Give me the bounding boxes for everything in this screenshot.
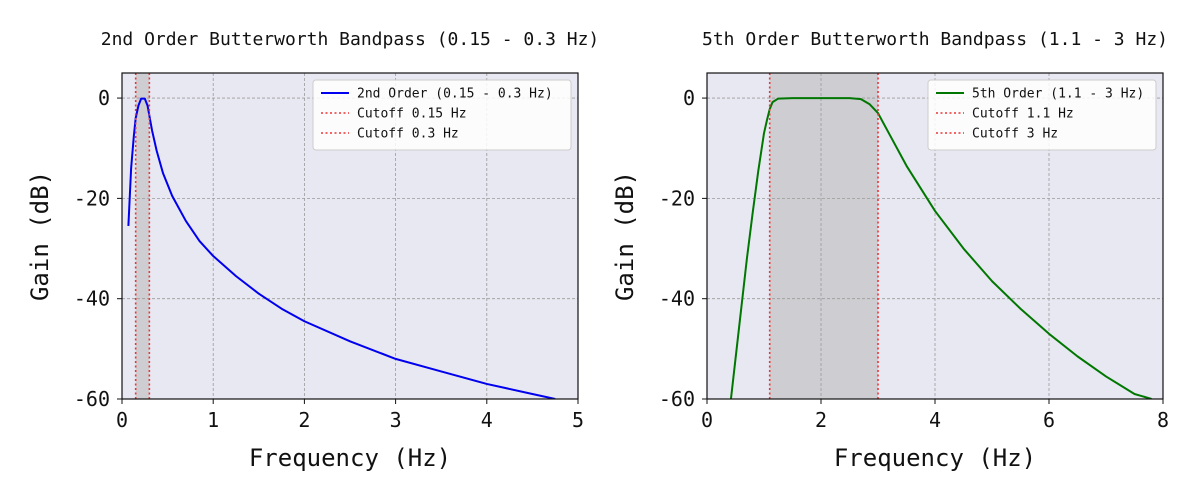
plot-frame <box>121 72 579 400</box>
legend-label: Cutoff 0.15 Hz <box>357 107 467 122</box>
legend-label: Cutoff 0.3 Hz <box>357 127 459 142</box>
y-tick-label: -60 <box>74 387 110 411</box>
x-axis-label: Frequency (Hz) <box>249 444 451 472</box>
x-tick-label: 4 <box>929 408 941 432</box>
y-tick-label: -60 <box>659 387 695 411</box>
y-axis-label: Gain (dB) <box>611 171 639 301</box>
x-tick-label: 6 <box>1043 408 1055 432</box>
y-tick-label: -20 <box>74 186 110 210</box>
chart-1: 0 1 2 3 4 5 0 -20 -40 -60 2nd Order Butterworth Ba… <box>26 29 599 472</box>
legend-box <box>927 79 1157 151</box>
x-tick-label: 1 <box>207 408 219 432</box>
y-axis-label: Gain (dB) <box>26 171 54 301</box>
x-tick-label: 3 <box>390 408 402 432</box>
y-tick-label: -40 <box>659 287 695 311</box>
passband-shading <box>135 73 150 399</box>
x-axis-label: Frequency (Hz) <box>834 444 1036 472</box>
legend-label: 2nd Order (0.15 - 0.3 Hz) <box>357 87 553 102</box>
chart-2: 0 2 4 6 8 0 -20 -40 -60 5th Order Butterworth Ban… <box>611 29 1169 472</box>
x-tick-label: 0 <box>116 408 128 432</box>
legend: 5th Order (1.1 - 3 Hz) Cutoff 1.1 Hz Cutof… <box>927 79 1157 151</box>
series-line <box>127 97 556 399</box>
chart-title: 2nd Order Butterworth Bandpass (0.15 - 0… <box>101 29 600 50</box>
x-tick-label: 5 <box>572 408 584 432</box>
legend: 2nd Order (0.15 - 0.3 Hz) Cutoff 0.15 Hz C… <box>312 79 572 151</box>
y-tick-label: -20 <box>659 186 695 210</box>
y-tick-label: 0 <box>98 86 110 110</box>
y-tick-label: -40 <box>74 287 110 311</box>
passband-shading <box>769 73 878 399</box>
chart-title: 5th Order Butterworth Bandpass (1.1 - 3 … <box>702 29 1168 50</box>
x-tick-label: 2 <box>298 408 310 432</box>
legend-label: 5th Order (1.1 - 3 Hz) <box>972 87 1144 102</box>
series-line <box>729 97 1152 399</box>
legend-label: Cutoff 1.1 Hz <box>972 107 1074 122</box>
x-tick-label: 0 <box>701 408 713 432</box>
x-tick-label: 8 <box>1157 408 1169 432</box>
y-tick-label: 0 <box>683 86 695 110</box>
x-tick-label: 4 <box>481 408 493 432</box>
x-tick-label: 2 <box>815 408 827 432</box>
legend-box <box>312 79 572 151</box>
legend-label: Cutoff 3 Hz <box>972 127 1058 142</box>
